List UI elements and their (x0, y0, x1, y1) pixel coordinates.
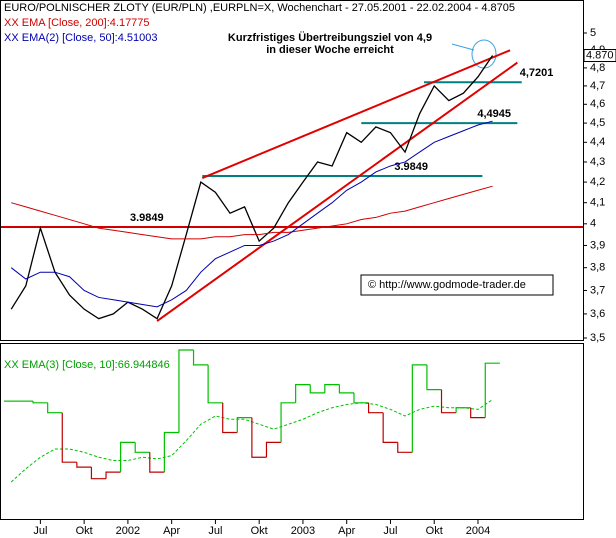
step-segment (324, 384, 340, 393)
legend-entry: XX EMA [Close, 200]:4.17775 (4, 17, 150, 29)
x-tick-label: Okt (426, 525, 443, 537)
step-segment (90, 467, 107, 480)
step-segment (207, 364, 223, 404)
x-tick-label: 2003 (291, 525, 315, 537)
y-tick-label: 4,1 (590, 197, 605, 209)
level-label: 4,4945 (477, 108, 511, 120)
last-marker-label: 4.870 (586, 49, 614, 61)
step-segment (470, 407, 486, 419)
step-segment (411, 364, 427, 453)
ema-line (10, 120, 493, 308)
annotation: in dieser Woche erreicht (266, 44, 394, 56)
step-segment (338, 384, 354, 394)
x-tick-label: Jul (383, 525, 397, 537)
annotation-arrow (451, 43, 475, 51)
y-tick-label: 3,5 (590, 332, 605, 344)
step-segment (280, 402, 296, 443)
y-tick-label: 3,8 (590, 262, 605, 274)
chart-title: EURO/POLNISCHER ZLOTY (EUR/PLN) ,EURPLN=… (4, 2, 515, 14)
step-segment (265, 441, 282, 458)
step-segment (178, 349, 194, 433)
y-tick-label: 4,7 (590, 80, 605, 92)
legend-entry: XX EMA(2) [Close, 50]:4.51003 (4, 32, 157, 44)
x-tick-label: Apr (163, 525, 180, 537)
step-segment (163, 431, 179, 473)
trendline (201, 49, 511, 179)
step-segment (120, 441, 136, 473)
step-segment (367, 402, 384, 414)
source: © http://www.godmode-trader.de (368, 279, 526, 291)
y-tick-label: 4 (590, 218, 596, 230)
step-segment (397, 442, 413, 453)
ema-line (11, 185, 493, 240)
step-segment (222, 402, 238, 434)
step-segment (47, 402, 63, 414)
step-segment (236, 417, 252, 433)
step-segment (382, 412, 398, 443)
step-segment (149, 452, 165, 473)
y-tick-label: 3,7 (590, 284, 605, 296)
level-label: 3.9849 (130, 212, 164, 224)
step-segment (484, 362, 500, 418)
trendline (156, 61, 518, 322)
step-segment (76, 462, 92, 468)
last-marker-box (583, 49, 616, 63)
x-tick-label: 2004 (466, 525, 490, 537)
step-segment (192, 350, 209, 366)
y-tick-label: 4,8 (590, 62, 605, 74)
source-box (360, 274, 554, 296)
y-tick-label: 4,2 (590, 176, 605, 188)
x-tick-label: Apr (338, 525, 355, 537)
step-segment (134, 442, 150, 453)
y-tick-label: 4,6 (590, 98, 605, 110)
step-segment (426, 364, 442, 391)
x-tick-label: Jul (208, 525, 222, 537)
y-tick-label: 5 (590, 27, 596, 39)
x-tick-label: Okt (251, 525, 268, 537)
y-tick-label: 3,9 (590, 239, 605, 251)
y-tick-label: 4,3 (590, 156, 605, 168)
step-segment (440, 389, 457, 414)
step-segment (353, 392, 369, 404)
x-tick-label: 2002 (116, 525, 140, 537)
step-segment (251, 417, 267, 458)
y-tick-label: 3,6 (590, 308, 605, 320)
y-tick-label: 4,4 (590, 136, 605, 148)
y-tick-label: 4,5 (590, 117, 605, 129)
step-segment (295, 384, 311, 403)
level-label: 4,7201 (520, 67, 554, 79)
step-segment (455, 407, 471, 413)
price-line (10, 55, 494, 320)
step-segment (32, 401, 48, 404)
indicator-panel-frame (0, 343, 584, 520)
step-segment (105, 471, 121, 479)
step-segment (61, 412, 77, 463)
x-tick-label: Jul (33, 525, 47, 537)
indicator-title: XX EMA(3) [Close, 10]:66.944846 (4, 359, 170, 371)
x-tick-label: Okt (76, 525, 93, 537)
level-label: 3.9849 (394, 161, 428, 173)
step-segment (309, 384, 325, 394)
main-panel-frame (0, 0, 584, 341)
annotation: Kurzfristiges Übertreibungsziel von 4,9 (228, 31, 432, 44)
